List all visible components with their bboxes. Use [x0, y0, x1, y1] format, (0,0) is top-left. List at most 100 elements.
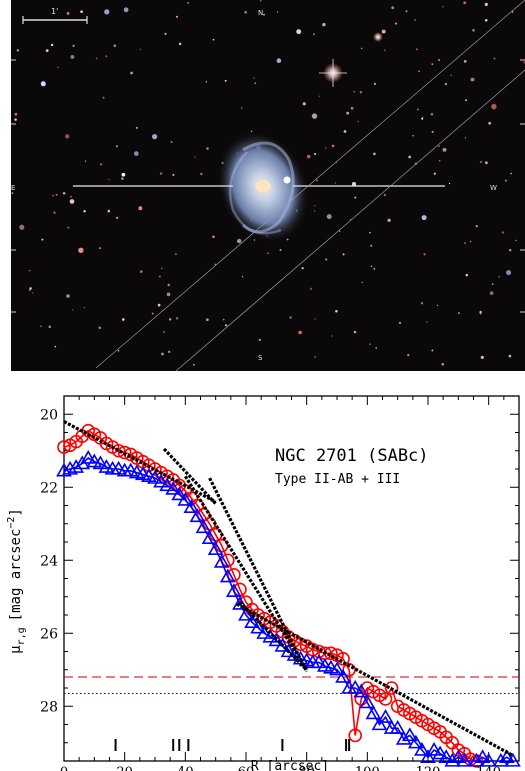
star — [343, 130, 347, 133]
star — [465, 99, 468, 102]
star — [442, 147, 447, 152]
data-point-circle — [57, 440, 71, 454]
star — [16, 49, 19, 52]
y-tick-label: 28 — [40, 699, 58, 715]
star — [212, 235, 215, 239]
star — [331, 335, 333, 337]
data-point-triangle — [456, 752, 473, 767]
star — [431, 349, 434, 352]
star — [354, 196, 357, 199]
star — [488, 121, 491, 125]
star — [253, 239, 256, 241]
data-point-circle — [348, 728, 363, 743]
star — [104, 9, 110, 15]
diagonal-guide-line — [95, 0, 525, 369]
star — [19, 224, 25, 230]
star — [423, 253, 426, 256]
data-point-circle — [378, 692, 393, 706]
data-point-triangle — [189, 508, 206, 523]
star — [316, 179, 318, 182]
star — [491, 103, 497, 110]
y-axis-label: μr,g [mag arcsec−2] — [6, 508, 27, 654]
galaxy-spiral-arm — [241, 141, 295, 234]
star — [212, 38, 215, 41]
star — [314, 205, 316, 207]
star — [464, 242, 466, 244]
x-tick-labels: 0 20 40 60 80 100 120 140 — [60, 765, 501, 771]
data-point-triangle — [505, 752, 521, 767]
star — [493, 57, 496, 60]
star — [244, 10, 248, 14]
star — [107, 209, 111, 213]
data-point-triangle — [474, 749, 491, 764]
star — [313, 210, 316, 212]
star — [472, 28, 475, 32]
star — [98, 247, 101, 250]
y-axis-symbol: μ — [8, 645, 24, 654]
surface-brightness-profile-chart: 0 20 40 60 80 100 120 140 20 22 24 26 28 NGC 2701 (… — [6, 395, 521, 771]
star — [107, 178, 110, 181]
star — [113, 44, 117, 48]
star — [441, 362, 445, 366]
star — [175, 15, 179, 18]
star — [479, 160, 482, 164]
data-point-triangle — [250, 619, 267, 634]
star — [50, 43, 54, 47]
star — [325, 147, 327, 149]
star — [178, 42, 182, 46]
star — [420, 302, 424, 305]
data-point-triangle — [395, 730, 412, 745]
fit-line — [236, 602, 514, 757]
star — [309, 287, 313, 290]
star — [450, 74, 452, 76]
star — [506, 270, 512, 276]
star — [98, 326, 102, 329]
star — [412, 135, 414, 137]
star — [240, 107, 243, 109]
star — [361, 281, 363, 284]
star — [373, 268, 376, 270]
star — [72, 44, 75, 47]
data-point-triangle — [450, 749, 467, 764]
bright-star — [373, 32, 383, 42]
star — [121, 172, 126, 177]
data-point-triangle — [213, 553, 230, 568]
star — [83, 210, 86, 213]
star — [350, 106, 354, 110]
star — [66, 12, 70, 15]
star — [157, 303, 161, 307]
star — [99, 163, 103, 166]
data-point-triangle — [195, 519, 212, 534]
star — [121, 318, 125, 321]
star — [40, 81, 46, 87]
data-point-triangle — [62, 460, 78, 475]
galaxy-image-panel: 1' N E W S — [11, 0, 525, 371]
star — [53, 211, 56, 214]
x-tick-label: 100 — [355, 765, 380, 771]
star — [139, 48, 142, 50]
star — [391, 6, 395, 10]
star — [415, 48, 418, 51]
star — [279, 249, 282, 251]
star — [515, 239, 517, 242]
axis-ticks — [63, 396, 520, 762]
x-tick-label: 60 — [238, 765, 255, 771]
star — [130, 71, 133, 75]
star — [463, 1, 467, 5]
x-tick-label: 40 — [177, 765, 194, 771]
star — [302, 102, 306, 106]
star — [161, 267, 163, 269]
scale-bar-label: 1' — [51, 7, 58, 16]
star — [444, 83, 447, 86]
star — [335, 310, 338, 313]
data-point-triangle — [359, 694, 376, 709]
star — [387, 218, 391, 222]
data-point-triangle — [238, 606, 254, 621]
chart-subtitle: Type II-AB + III — [275, 472, 400, 487]
star — [123, 7, 129, 13]
data-point-triangle — [365, 705, 382, 720]
star — [135, 126, 138, 129]
star — [433, 172, 436, 175]
star — [431, 130, 434, 133]
data-point-triangle — [183, 499, 200, 513]
